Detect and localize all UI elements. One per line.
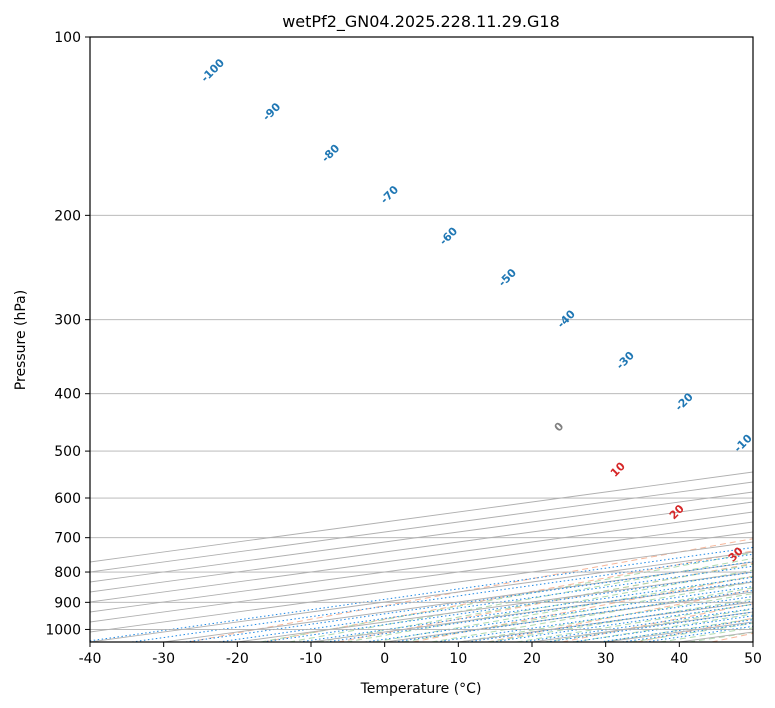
mixing-ratio-line bbox=[131, 553, 753, 642]
x-tick-label: 40 bbox=[670, 651, 688, 667]
y-axis-title: Pressure (hPa) bbox=[13, 290, 29, 390]
y-tick-label: 700 bbox=[54, 531, 81, 547]
moist-adiabat-line bbox=[431, 587, 753, 642]
chart-title: wetPf2_GN04.2025.228.11.29.G18 bbox=[282, 12, 560, 32]
y-tick-label: 300 bbox=[54, 313, 81, 329]
x-tick-label: -20 bbox=[226, 651, 249, 667]
y-tick-label: 500 bbox=[54, 444, 81, 460]
mixing-ratio-line bbox=[522, 608, 753, 642]
y-tick-label: 600 bbox=[54, 491, 81, 507]
x-tick-label: 20 bbox=[523, 651, 541, 667]
mixing-ratio-line bbox=[436, 596, 753, 642]
isotherm-line bbox=[90, 481, 753, 573]
x-tick-label: -30 bbox=[152, 651, 175, 667]
mixing-ratio-line bbox=[492, 603, 753, 642]
y-tick-label: 100 bbox=[54, 30, 81, 46]
background-line-layer bbox=[90, 471, 753, 642]
isotherm-line bbox=[90, 531, 753, 623]
y-tick-label: 900 bbox=[54, 595, 81, 611]
pressure-gridline-layer bbox=[90, 37, 753, 630]
moist-adiabat-line bbox=[346, 569, 753, 642]
dry-adiabat-line bbox=[338, 562, 753, 642]
axis-layer: -40 -30 -20 -10 0 10 20 30 40 50 100 200 300 400 500 60… bbox=[45, 30, 762, 667]
x-tick-label: 50 bbox=[744, 651, 762, 667]
dry-adiabat-line bbox=[188, 538, 753, 642]
y-tick-label: 200 bbox=[54, 208, 81, 224]
mixing-ratio-line bbox=[467, 600, 753, 642]
y-tick-label: 1000 bbox=[45, 622, 81, 638]
moist-adiabat-line bbox=[403, 581, 753, 642]
x-tick-label: -40 bbox=[79, 651, 102, 667]
moist-adiabat-line bbox=[487, 598, 753, 642]
isotherm-line bbox=[90, 521, 753, 613]
mixing-ratio-line bbox=[90, 546, 753, 642]
x-tick-label: 0 bbox=[380, 651, 389, 667]
isotherm-line bbox=[90, 471, 753, 563]
mixing-ratio-line bbox=[185, 561, 753, 642]
x-tick-label: -10 bbox=[300, 651, 323, 667]
isotherm-line bbox=[90, 511, 753, 603]
x-axis-title: Temperature (°C) bbox=[360, 681, 482, 697]
isotherm-line bbox=[90, 501, 753, 593]
x-tick-label: 10 bbox=[449, 651, 467, 667]
isotherm-line bbox=[90, 491, 753, 583]
y-tick-label: 400 bbox=[54, 387, 81, 403]
y-tick-label: 800 bbox=[54, 565, 81, 581]
x-tick-label: 30 bbox=[597, 651, 615, 667]
plot-frame bbox=[89, 36, 754, 643]
moist-adiabat-line bbox=[317, 563, 753, 642]
dry-adiabat-line bbox=[412, 575, 753, 642]
